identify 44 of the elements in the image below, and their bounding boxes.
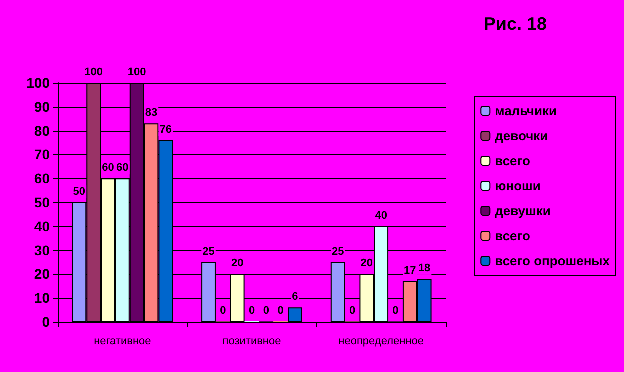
data-label: 0: [349, 305, 356, 317]
x-tick-label: неопределенное: [338, 336, 424, 348]
y-tick-label: 60: [34, 170, 50, 187]
data-label: 100: [128, 66, 146, 78]
legend-label: всего: [495, 228, 531, 244]
y-tick-label: 20: [34, 266, 50, 282]
data-label: 83: [145, 107, 158, 120]
data-label: 40: [375, 210, 388, 222]
legend-label: мальчики: [495, 104, 557, 118]
data-label: 25: [202, 246, 215, 258]
y-tick-label: 90: [34, 98, 50, 115]
y-tick-label: 10: [34, 290, 50, 306]
data-label: 6: [292, 291, 298, 304]
data-label: 76: [160, 124, 172, 136]
data-label: 0: [392, 305, 399, 317]
legend-label: девочки: [495, 128, 548, 144]
data-label: 60: [102, 162, 114, 174]
legend-label: юноши: [495, 178, 541, 194]
data-label: 20: [360, 258, 374, 270]
data-label: 0: [220, 305, 226, 317]
y-tick-label: 50: [34, 194, 50, 210]
data-label: 60: [116, 162, 129, 174]
y-tick-label: 30: [34, 242, 50, 258]
data-label: 25: [332, 246, 344, 258]
bar: [288, 308, 302, 322]
x-tick-label: позитивное: [222, 336, 282, 348]
data-label: 0: [248, 305, 256, 317]
data-label: 17: [404, 264, 416, 277]
legend-label: девушки: [495, 204, 551, 218]
data-label: 18: [418, 262, 431, 274]
data-label: 50: [73, 186, 86, 198]
y-tick-label: 40: [34, 218, 50, 234]
y-tick-label: 80: [34, 122, 50, 139]
data-label: 20: [231, 258, 244, 270]
text: Рис. 18: [484, 14, 548, 34]
legend-label: всего опрошеных: [495, 254, 611, 268]
y-tick-label: 0: [42, 314, 50, 330]
y-tick-label: 100: [26, 75, 50, 91]
data-label: 0: [263, 305, 270, 317]
data-label: 100: [84, 66, 104, 78]
legend-label: всего: [495, 154, 531, 168]
x-tick-label: негативное: [94, 336, 152, 348]
data-label: 0: [278, 305, 284, 317]
y-tick-label: 70: [34, 146, 50, 163]
